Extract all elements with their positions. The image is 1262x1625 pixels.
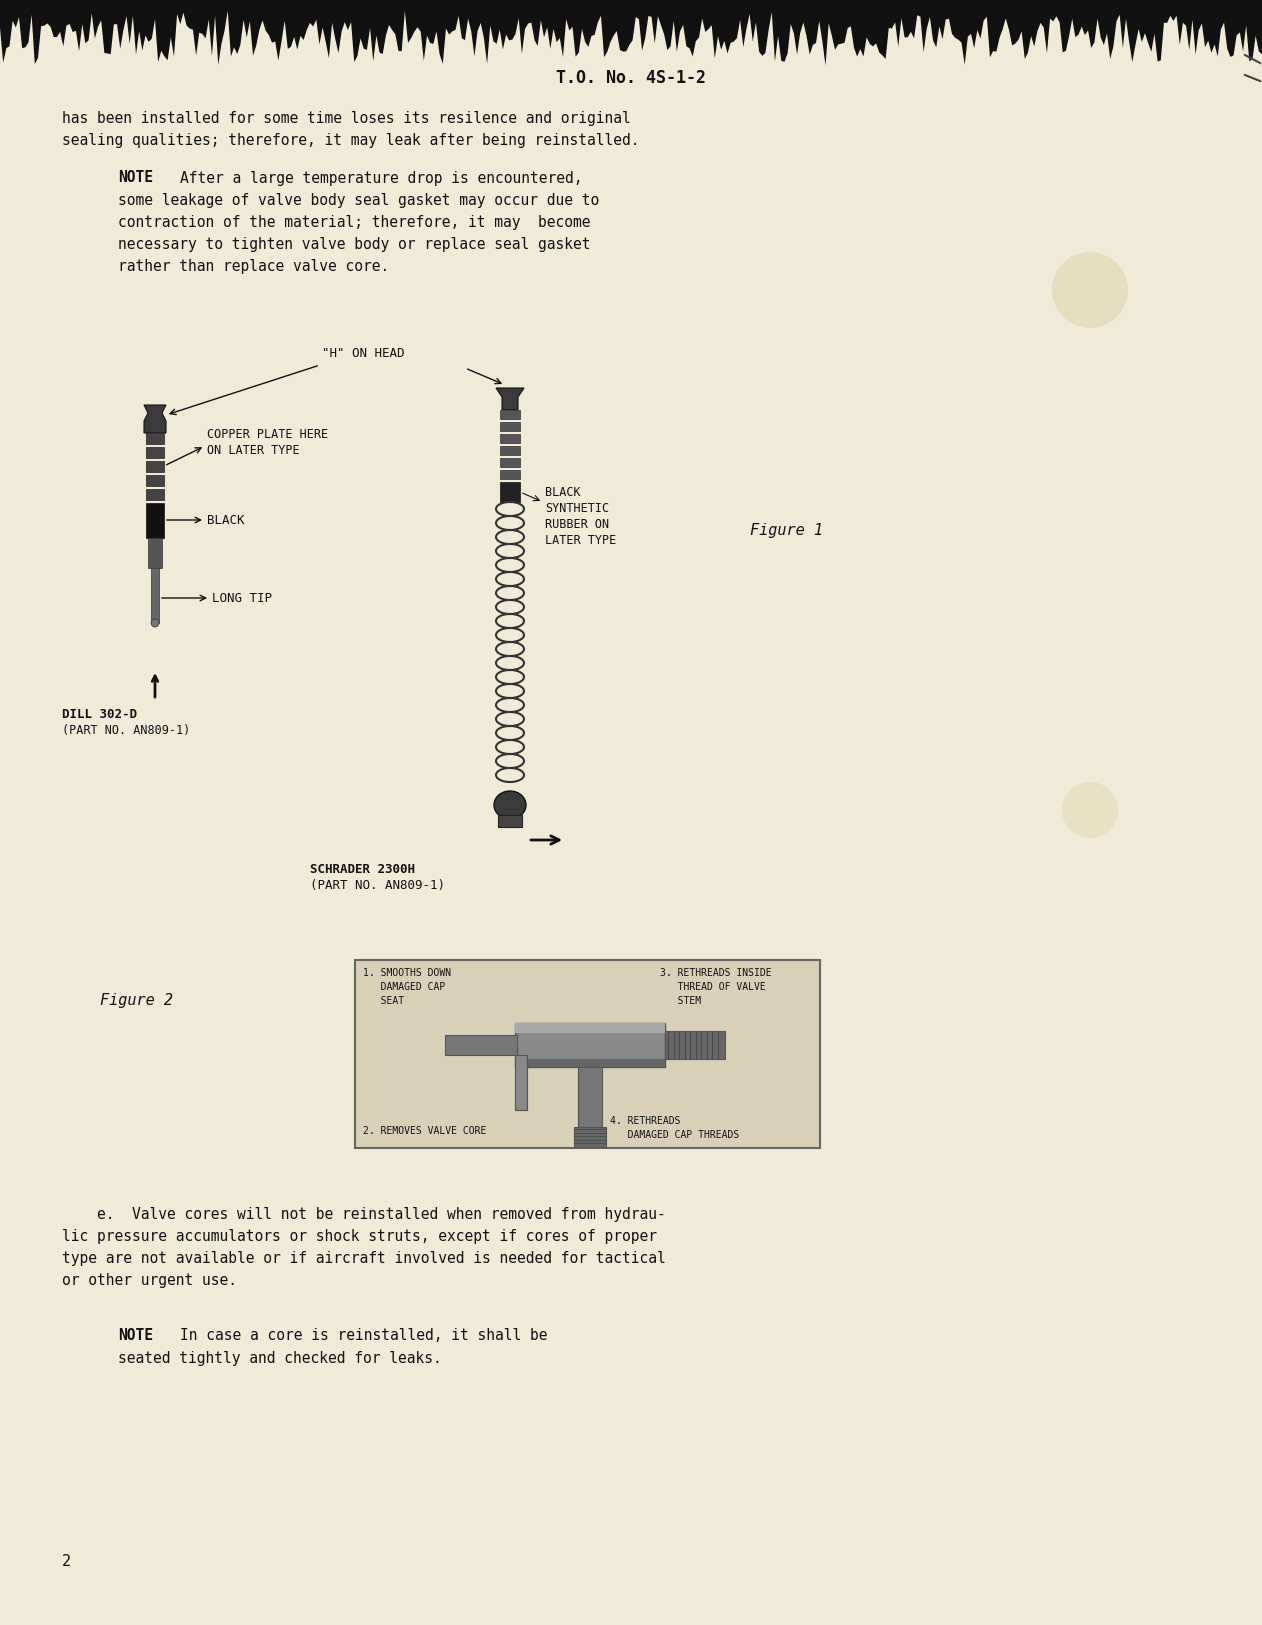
Bar — [665, 1030, 724, 1060]
Text: rather than replace valve core.: rather than replace valve core. — [119, 258, 389, 273]
Text: e.  Valve cores will not be reinstalled when removed from hydrau-: e. Valve cores will not be reinstalled w… — [62, 1207, 666, 1222]
Text: DAMAGED CAP: DAMAGED CAP — [363, 982, 445, 991]
Text: SCHRADER 2300H: SCHRADER 2300H — [310, 863, 415, 876]
Text: RUBBER ON: RUBBER ON — [545, 517, 610, 530]
Bar — [148, 538, 162, 569]
Bar — [355, 960, 820, 1147]
Text: ON LATER TYPE: ON LATER TYPE — [207, 444, 299, 457]
Text: some leakage of valve body seal gasket may occur due to: some leakage of valve body seal gasket m… — [119, 192, 599, 208]
Ellipse shape — [151, 619, 159, 627]
Circle shape — [1063, 782, 1118, 838]
Bar — [146, 447, 164, 458]
Bar — [500, 483, 520, 502]
Bar — [515, 1055, 528, 1110]
Bar — [498, 816, 522, 827]
Ellipse shape — [493, 791, 526, 819]
Text: COPPER PLATE HERE: COPPER PLATE HERE — [207, 427, 328, 440]
Text: necessary to tighten valve body or replace seal gasket: necessary to tighten valve body or repla… — [119, 237, 591, 252]
Text: NOTE: NOTE — [119, 171, 153, 185]
Text: In case a core is reinstalled, it shall be: In case a core is reinstalled, it shall … — [180, 1329, 548, 1344]
Bar — [146, 489, 164, 500]
Text: SEAT: SEAT — [363, 996, 404, 1006]
Bar — [500, 422, 520, 431]
Text: NOTE: NOTE — [119, 1329, 153, 1344]
Bar — [500, 434, 520, 444]
Text: 2. REMOVES VALVE CORE: 2. REMOVES VALVE CORE — [363, 1126, 486, 1136]
Text: (PART NO. AN809-1): (PART NO. AN809-1) — [62, 725, 191, 738]
Text: Figure 2: Figure 2 — [100, 993, 173, 1008]
Text: T.O. No. 4S-1-2: T.O. No. 4S-1-2 — [557, 68, 705, 88]
Text: BLACK: BLACK — [207, 514, 245, 526]
Text: Figure 1: Figure 1 — [750, 523, 823, 538]
Bar — [500, 470, 520, 479]
Polygon shape — [144, 405, 167, 432]
Text: has been installed for some time loses its resilence and original: has been installed for some time loses i… — [62, 111, 631, 125]
Text: THREAD OF VALVE: THREAD OF VALVE — [660, 982, 766, 991]
Bar — [515, 1024, 665, 1034]
Text: or other urgent use.: or other urgent use. — [62, 1274, 237, 1289]
Polygon shape — [496, 388, 524, 410]
Text: 3. RETHREADS INSIDE: 3. RETHREADS INSIDE — [660, 968, 771, 978]
Text: After a large temperature drop is encountered,: After a large temperature drop is encoun… — [180, 171, 583, 185]
Text: contraction of the material; therefore, it may  become: contraction of the material; therefore, … — [119, 214, 591, 229]
Bar — [146, 504, 164, 538]
Text: DILL 302-D: DILL 302-D — [62, 708, 138, 722]
Text: (PART NO. AN809-1): (PART NO. AN809-1) — [310, 879, 445, 892]
Text: LONG TIP: LONG TIP — [212, 592, 273, 604]
Bar — [146, 461, 164, 471]
Bar — [500, 458, 520, 466]
Text: LATER TYPE: LATER TYPE — [545, 533, 616, 546]
Text: 2: 2 — [62, 1555, 71, 1570]
Text: 1. SMOOTHS DOWN: 1. SMOOTHS DOWN — [363, 968, 451, 978]
Text: sealing qualities; therefore, it may leak after being reinstalled.: sealing qualities; therefore, it may lea… — [62, 133, 640, 148]
Bar — [500, 445, 520, 455]
Text: DAMAGED CAP THREADS: DAMAGED CAP THREADS — [610, 1129, 740, 1141]
Circle shape — [1053, 252, 1128, 328]
Bar — [146, 474, 164, 486]
Bar — [515, 1060, 665, 1068]
Text: type are not available or if aircraft involved is needed for tactical: type are not available or if aircraft in… — [62, 1251, 666, 1266]
Bar — [574, 1128, 606, 1147]
Bar — [578, 1068, 602, 1128]
Text: STEM: STEM — [660, 996, 702, 1006]
Bar — [500, 410, 520, 419]
Bar — [445, 1035, 517, 1055]
Text: lic pressure accumulators or shock struts, except if cores of proper: lic pressure accumulators or shock strut… — [62, 1230, 658, 1245]
Bar — [146, 432, 164, 444]
Text: BLACK: BLACK — [545, 486, 581, 499]
Text: 4. RETHREADS: 4. RETHREADS — [610, 1116, 680, 1126]
Bar — [515, 1024, 665, 1068]
Text: seated tightly and checked for leaks.: seated tightly and checked for leaks. — [119, 1350, 442, 1365]
Text: SYNTHETIC: SYNTHETIC — [545, 502, 610, 515]
Text: "H" ON HEAD: "H" ON HEAD — [322, 348, 405, 361]
Bar — [151, 569, 159, 622]
